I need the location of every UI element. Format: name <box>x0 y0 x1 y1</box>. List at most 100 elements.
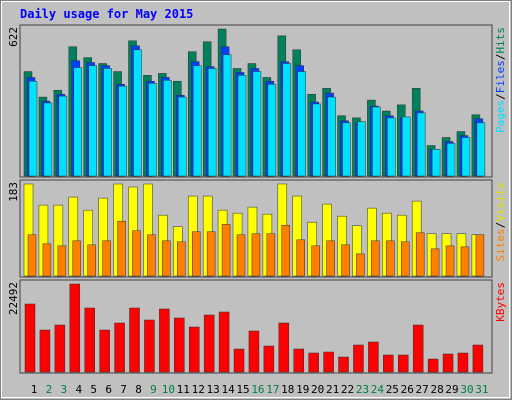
bar <box>266 233 276 277</box>
bar <box>72 240 82 277</box>
bar <box>188 326 200 373</box>
bar <box>177 241 186 277</box>
bar <box>281 224 291 277</box>
legend-separator: / <box>494 222 507 229</box>
bar <box>472 344 484 373</box>
bar <box>416 112 426 177</box>
legend: Sites/Visits <box>494 182 507 262</box>
bar <box>148 83 157 177</box>
legend: KBytes <box>494 282 507 322</box>
bar <box>102 240 111 277</box>
bar <box>129 307 140 373</box>
x-tick-label: 11 <box>177 383 190 396</box>
legend-separator: / <box>494 93 507 100</box>
bar <box>427 358 439 373</box>
bar <box>178 96 187 177</box>
bar <box>192 65 202 177</box>
bar <box>84 307 95 373</box>
bar <box>24 303 36 373</box>
legend-entry: KBytes <box>494 282 507 322</box>
bar <box>326 240 335 277</box>
bar <box>311 245 320 277</box>
bar <box>162 240 171 277</box>
bar <box>103 68 112 177</box>
bar <box>475 234 485 277</box>
x-tick-label: 6 <box>105 383 112 396</box>
bar <box>296 239 305 277</box>
x-tick-label: 4 <box>75 383 82 396</box>
x-tick-label: 24 <box>371 383 385 396</box>
x-tick-label: 17 <box>266 383 279 396</box>
x-tick-label: 10 <box>162 383 175 396</box>
bar <box>368 341 379 373</box>
bar <box>203 314 215 373</box>
x-tick-label: 7 <box>120 383 127 396</box>
x-tick-label: 16 <box>251 383 264 396</box>
x-tick-label: 22 <box>341 383 354 396</box>
bar <box>133 49 142 177</box>
bar <box>263 345 275 373</box>
legend-entry: Sites <box>494 228 507 261</box>
bar <box>476 122 486 177</box>
bar <box>39 329 51 373</box>
bar <box>383 354 394 373</box>
bar <box>159 308 170 373</box>
bar <box>251 233 261 277</box>
bar <box>248 330 260 373</box>
bar <box>372 106 381 177</box>
x-tick-label: 8 <box>135 383 142 396</box>
legend: Pages/Files/Hits <box>494 27 507 133</box>
bar <box>42 243 52 277</box>
bar <box>218 311 230 373</box>
bar <box>308 352 319 373</box>
x-tick-label: 2 <box>46 383 53 396</box>
y-tick-label: 622 <box>7 27 20 47</box>
chart-title: Daily usage for May 2015 <box>20 7 193 21</box>
x-tick-label: 31 <box>475 383 488 396</box>
bar <box>252 71 262 177</box>
bar <box>57 245 67 277</box>
bar <box>88 65 97 177</box>
x-tick-label: 13 <box>207 383 220 396</box>
legend-entry: Visits <box>494 182 507 222</box>
bar <box>442 353 454 373</box>
bar <box>430 248 440 277</box>
bar <box>221 223 231 277</box>
bar <box>207 68 217 177</box>
bar <box>457 352 469 373</box>
bar <box>222 54 232 177</box>
x-tick-label: 1 <box>31 383 38 396</box>
x-tick-label: 12 <box>192 383 205 396</box>
bar <box>43 102 53 177</box>
bar <box>353 344 364 373</box>
bar <box>297 71 306 177</box>
x-tick-label: 15 <box>236 383 249 396</box>
x-tick-label: 18 <box>281 383 294 396</box>
x-tick-label: 30 <box>460 383 473 396</box>
bar <box>69 283 81 373</box>
bar <box>387 117 396 177</box>
bar <box>191 231 201 277</box>
bar <box>371 240 380 277</box>
bar <box>233 348 245 373</box>
bar <box>312 103 321 177</box>
x-tick-label: 23 <box>356 383 369 396</box>
bar <box>460 246 470 277</box>
bar <box>144 319 155 373</box>
bar <box>278 322 290 373</box>
bar <box>386 240 395 277</box>
x-tick-label: 20 <box>311 383 324 396</box>
legend-entry: Hits <box>494 27 507 54</box>
x-tick-label: 19 <box>296 383 309 396</box>
bar <box>118 85 127 177</box>
bar <box>342 122 351 177</box>
bar <box>132 230 141 277</box>
x-tick-label: 21 <box>326 383 339 396</box>
bar <box>236 234 246 277</box>
bar <box>401 241 410 277</box>
bar <box>398 354 409 373</box>
bar <box>282 63 292 177</box>
bar <box>356 253 365 277</box>
bar <box>87 244 96 277</box>
bar <box>293 348 304 373</box>
